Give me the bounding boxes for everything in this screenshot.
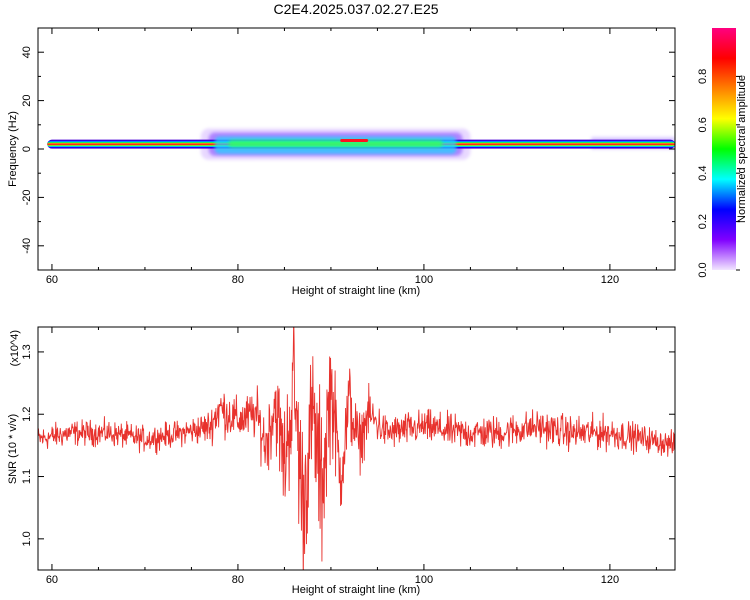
colorbar-tick-label: 0.0 xyxy=(697,262,709,277)
snr-plot-area xyxy=(38,327,675,570)
spectrogram-ytick-label: 40 xyxy=(21,46,33,58)
snr-ytick-label: 1.0 xyxy=(21,531,33,546)
spectrogram-xlabel: Height of straight line (km) xyxy=(292,285,420,297)
colorbar-gradient xyxy=(712,28,736,270)
spectrogram-broad-green xyxy=(228,140,443,148)
spectrogram-ytick-label: 0 xyxy=(21,146,33,152)
spectrogram-ylabel: Frequency (Hz) xyxy=(7,111,19,187)
snr-ylabel: SNR (10 * v/v) xyxy=(7,414,19,484)
snr-ytick-label: 1.2 xyxy=(21,407,33,422)
snr-xtick-label: 120 xyxy=(601,574,619,586)
colorbar: 0.0 0.2 0.4 0.6 0.8 Normalized spectral ampl… xyxy=(697,28,748,278)
spectrogram-ytick-label: 20 xyxy=(21,94,33,106)
spectrogram-ytick-label: -40 xyxy=(21,238,33,254)
snr-scale-note: (x10^4) xyxy=(9,330,21,366)
snr-ytick-label: 1.3 xyxy=(21,344,33,359)
colorbar-tick-label: 0.6 xyxy=(697,117,709,132)
colorbar-label: Normalized spectral amplitude xyxy=(736,75,748,223)
spectrogram-ytick-label: -20 xyxy=(21,189,33,205)
snr-ytick-label: 1.1 xyxy=(21,469,33,484)
colorbar-tick-label: 0.2 xyxy=(697,214,709,229)
spectrogram-peak xyxy=(340,139,369,143)
figure-title: C2E4.2025.037.02.27.E25 xyxy=(273,1,438,17)
snr-xtick-label: 80 xyxy=(232,574,244,586)
snr-xtick-label: 100 xyxy=(415,574,433,586)
colorbar-ticks: 0.0 0.2 0.4 0.6 0.8 xyxy=(697,69,740,278)
snr-line xyxy=(38,327,675,570)
spectrogram-xtick-label: 60 xyxy=(46,274,58,286)
spectrogram-xtick-label: 100 xyxy=(415,274,433,286)
snr-frame xyxy=(37,326,676,571)
snr-xlabel: Height of straight line (km) xyxy=(292,584,420,596)
spectrogram-heatmap xyxy=(47,128,675,160)
colorbar-tick-label: 0.4 xyxy=(697,166,709,181)
spectrogram-ticks: 60 80 100 120 -40 -20 0 20 40 xyxy=(21,27,675,286)
snr-series xyxy=(38,327,675,570)
spectrogram-xtick-label: 80 xyxy=(232,274,244,286)
colorbar-tick-label: 0.8 xyxy=(697,69,709,84)
snr-panel: 60 80 100 120 1.0 1.1 1.2 1.3 Height of straigh… xyxy=(7,326,676,596)
snr-xtick-label: 60 xyxy=(46,574,58,586)
spectrogram-panel: 60 80 100 120 -40 -20 0 20 40 Height of straight… xyxy=(7,27,676,297)
spectrogram-xtick-label: 120 xyxy=(601,274,619,286)
snr-ticks: 60 80 100 120 1.0 1.1 1.2 1.3 xyxy=(21,327,675,586)
